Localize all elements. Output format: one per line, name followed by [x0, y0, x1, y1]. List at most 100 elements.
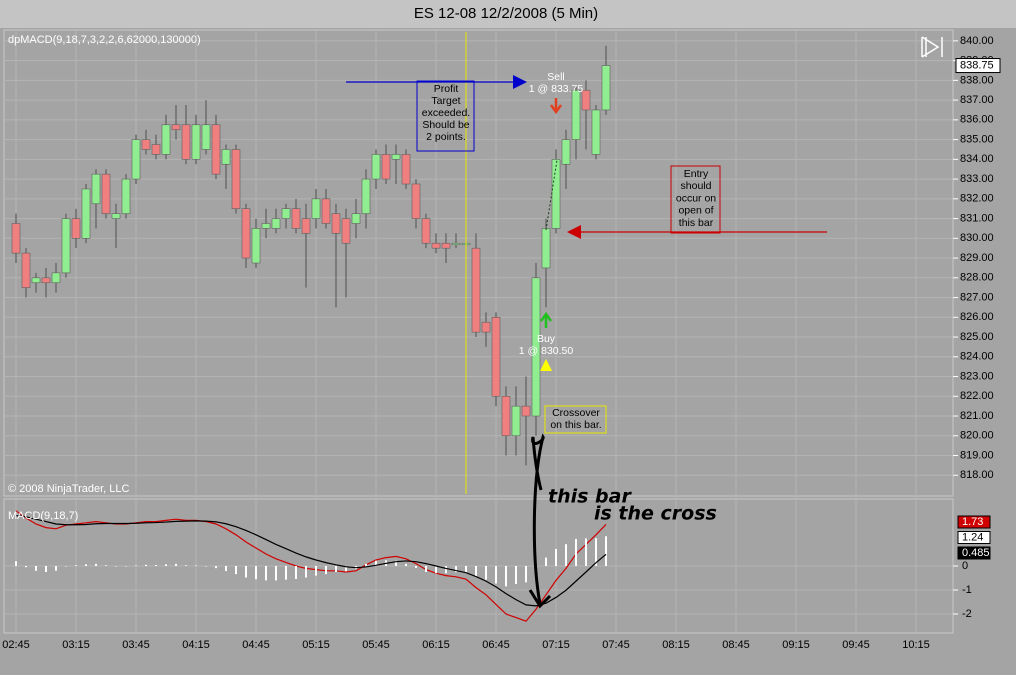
profit-note-text: exceeded.: [422, 107, 470, 119]
indicator-label: dpMACD(9,18,7,3,2,2,6,62000,130000): [8, 34, 201, 46]
x-tick-label: 07:15: [542, 639, 570, 651]
y-tick-label: 824.00: [960, 351, 994, 363]
y-tick-label: 827.00: [960, 291, 994, 303]
scroll-end-button[interactable]: [921, 36, 943, 58]
y-tick-label: -1: [962, 584, 972, 596]
candle-body: [401, 154, 411, 185]
entry-text: Entry: [684, 168, 709, 180]
candle-body: [31, 277, 41, 284]
x-tick-label: 05:15: [302, 639, 330, 651]
x-tick-label: 08:45: [722, 639, 750, 651]
candle-body: [381, 154, 391, 180]
candle-body: [11, 223, 21, 254]
x-tick-label: 06:45: [482, 639, 510, 651]
x-tick-label: 02:45: [2, 639, 30, 651]
y-tick-label: 823.00: [960, 370, 994, 382]
y-tick-label: 818.00: [960, 469, 994, 481]
buy-marker: [540, 359, 552, 371]
profit-note-text: Profit: [434, 83, 459, 95]
candle-body: [561, 139, 571, 165]
candle-body: [161, 124, 171, 155]
x-tick-label: 05:45: [362, 639, 390, 651]
x-tick-label: 08:15: [662, 639, 690, 651]
candle-body: [491, 316, 501, 397]
candle-body: [211, 124, 221, 175]
handwriting-text: this bar: [548, 486, 632, 508]
y-tick-label: 831.00: [960, 212, 994, 224]
profit-note-text: 2 points.: [426, 131, 466, 143]
value-tag-label: 1.24: [962, 531, 983, 543]
candle-body: [471, 247, 481, 333]
candle-body: [101, 173, 111, 214]
candle-body: [421, 218, 431, 244]
candle-body: [51, 272, 61, 284]
candle-body: [411, 183, 421, 219]
candle-body: [571, 89, 581, 140]
y-tick-label: 833.00: [960, 173, 994, 185]
buy-arrow: [539, 311, 553, 328]
x-tick-label: 03:15: [62, 639, 90, 651]
candle-body: [21, 252, 31, 288]
candle-body: [391, 154, 401, 160]
candle-body: [131, 139, 141, 180]
candle-body: [261, 223, 271, 229]
value-tag: [957, 515, 991, 529]
candle-body: [331, 213, 341, 234]
x-tick-label: 09:15: [782, 639, 810, 651]
candle-body: [511, 405, 521, 437]
y-tick-label: 840.00: [960, 35, 994, 47]
value-tag-label: 0.485: [962, 547, 990, 559]
x-tick-label: 03:45: [122, 639, 150, 651]
y-tick-label: 819.00: [960, 449, 994, 461]
chart-title: ES 12-08 12/2/2008 (5 Min): [414, 5, 598, 22]
title-bar: [0, 0, 1016, 28]
y-tick-label: 820.00: [960, 430, 994, 442]
x-tick-label: 10:15: [902, 639, 930, 651]
entry-box: [670, 165, 721, 234]
y-tick-label: 822.00: [960, 390, 994, 402]
candle-body: [361, 178, 371, 214]
y-tick-label: 830.00: [960, 232, 994, 244]
candle-body: [301, 218, 311, 234]
value-tag: [957, 531, 991, 544]
y-tick-label: 828.00: [960, 272, 994, 284]
candle-body: [311, 198, 321, 219]
entry-text: open of: [678, 205, 713, 217]
candle-body: [201, 124, 211, 150]
profit-note-text: Should be: [422, 119, 469, 131]
blue-arrow-head: [513, 75, 527, 89]
y-tick-label: 837.00: [960, 94, 994, 106]
hand-arrow: [528, 433, 552, 609]
macd-line: [15, 515, 607, 607]
candle-body: [181, 124, 191, 160]
candle-body: [191, 124, 201, 160]
x-tick-label: 09:45: [842, 639, 870, 651]
candle-body: [501, 395, 511, 437]
profit-box: [416, 80, 475, 152]
candle-body: [321, 198, 331, 224]
candle-body: [291, 208, 301, 229]
x-tick-label: 04:15: [182, 639, 210, 651]
candle-body: [581, 89, 591, 111]
last-price-tag: [955, 58, 1001, 74]
y-tick-label: 838.00: [960, 74, 994, 86]
candle-body: [551, 159, 561, 229]
sell-text: 1 @ 833.75: [529, 83, 584, 95]
candle-body: [241, 208, 251, 259]
candle-body: [121, 178, 131, 214]
candle-body: [141, 139, 151, 150]
crossover-text: on this bar.: [550, 419, 601, 431]
value-tag-label: 1.73: [962, 516, 983, 528]
buy-text: Buy: [537, 333, 556, 345]
candle-body: [171, 124, 181, 131]
candle-body: [521, 405, 531, 417]
y-tick-label: 829.00: [960, 252, 994, 264]
handwriting-text: is the cross: [594, 503, 717, 525]
candle-body: [61, 218, 71, 274]
candle-body: [591, 109, 601, 155]
candle-body: [251, 228, 261, 264]
candle-body: [281, 208, 291, 219]
y-tick-label: 835.00: [960, 133, 994, 145]
value-tag: [957, 546, 991, 560]
